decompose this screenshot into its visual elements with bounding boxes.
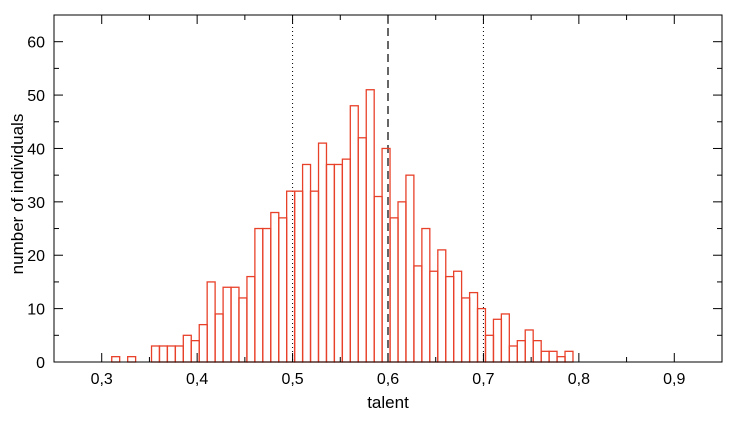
histogram-bar: [206, 281, 216, 363]
x-tick-label: 0,7: [472, 371, 494, 388]
histogram-bar: [278, 217, 288, 363]
histogram-bar: [174, 345, 184, 363]
histogram-bar: [429, 270, 439, 363]
y-axis-title: number of individuals: [8, 114, 27, 275]
histogram-bar: [166, 345, 176, 363]
histogram-bar: [357, 137, 367, 363]
histogram-bar: [341, 158, 351, 363]
histogram-bar: [158, 345, 169, 363]
histogram-bar: [532, 339, 542, 363]
y-tick-label: 20: [27, 248, 45, 265]
y-tick-label: 30: [27, 195, 45, 212]
histogram-bar: [461, 297, 471, 363]
y-tick-label: 40: [27, 141, 45, 158]
histogram-bar: [556, 356, 566, 363]
histogram-bar: [230, 286, 240, 363]
histogram-bar: [389, 217, 399, 363]
histogram-bar: [111, 356, 121, 363]
histogram-bar: [564, 350, 574, 363]
histogram-bar: [325, 163, 336, 363]
histogram-bar: [214, 313, 224, 363]
histogram-bar: [182, 334, 192, 363]
histogram-bar: [333, 163, 343, 363]
histogram-bar: [349, 105, 359, 363]
histogram-bar: [381, 147, 391, 363]
plot-area: 0,3 0,4 0,5 0,6 0,7 0,8 0,9 0 10 20 30 40 50 60: [27, 14, 723, 388]
histogram-bar: [476, 307, 487, 363]
histogram-bar: [254, 227, 264, 363]
histogram-bar: [190, 339, 200, 363]
histogram-bar: [508, 345, 518, 363]
histogram-bar: [413, 265, 423, 363]
x-tick-label: 0,6: [377, 371, 399, 388]
histogram-bar: [437, 249, 447, 363]
x-tick-label: 0,9: [663, 371, 685, 388]
histogram-bar: [262, 227, 272, 363]
x-tick-label: 0,4: [186, 371, 208, 388]
histogram-bar: [127, 356, 137, 363]
histogram-bar: [150, 345, 161, 363]
histogram-bar: [365, 89, 375, 363]
histogram-bar: [198, 323, 208, 363]
y-tick-label: 50: [27, 88, 45, 105]
histogram-bar: [301, 163, 312, 363]
y-tick-label: 0: [36, 355, 45, 372]
histogram-bar: [294, 190, 304, 363]
x-tick-label: 0,5: [281, 371, 303, 388]
histogram-bar: [492, 318, 503, 363]
histogram-bar: [548, 350, 558, 363]
histogram-bar: [468, 291, 479, 363]
x-tick-label: 0,8: [568, 371, 590, 388]
histogram-bar: [246, 275, 256, 363]
histogram-bar: [405, 174, 415, 363]
histogram-bar: [309, 190, 320, 363]
x-tick-label: 0,3: [91, 371, 113, 388]
histogram-bar: [222, 286, 232, 363]
histogram-bar: [238, 297, 248, 363]
histogram-bar: [540, 350, 550, 363]
histogram-bar: [373, 195, 383, 363]
histogram-bar: [453, 270, 463, 363]
x-axis-title: talent: [367, 393, 409, 412]
histogram-bar: [500, 313, 510, 363]
histogram-bar: [421, 227, 431, 363]
histogram-bar: [286, 190, 296, 363]
histogram-bar: [516, 339, 526, 363]
histogram-bar: [397, 201, 407, 363]
histogram-bar: [524, 329, 534, 363]
histogram-bar: [270, 211, 280, 363]
histogram-bar: [445, 275, 455, 363]
y-tick-label: 10: [27, 302, 45, 319]
histogram-bar: [484, 334, 495, 363]
histogram-bar: [317, 142, 328, 363]
y-tick-label: 60: [27, 35, 45, 52]
